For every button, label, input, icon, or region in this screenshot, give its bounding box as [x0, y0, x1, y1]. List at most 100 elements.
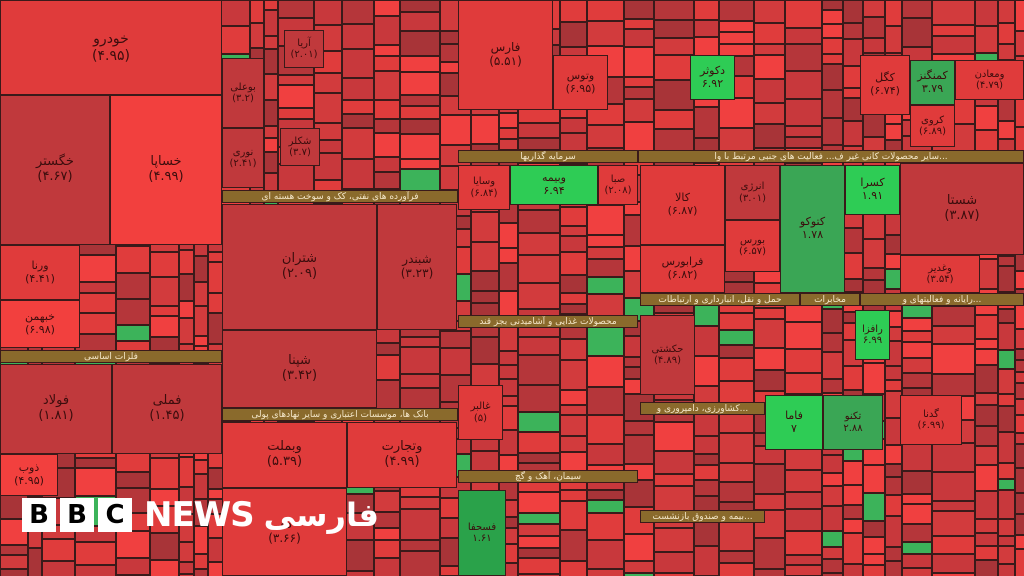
tile: [518, 524, 560, 536]
tile: [694, 546, 719, 576]
cell: فملی (۱.۴۵): [112, 364, 222, 454]
tile: [374, 100, 400, 119]
cell: صبا (۲.۰۸): [598, 165, 638, 205]
tile: [885, 464, 902, 477]
tile: [518, 492, 560, 513]
tile: [843, 505, 863, 519]
tile: [342, 114, 374, 128]
tile: [560, 490, 587, 501]
tile: [560, 252, 587, 275]
tile: [694, 356, 719, 386]
tile: [1015, 493, 1024, 514]
tile: [998, 536, 1015, 546]
tile: [843, 39, 863, 66]
tile: [863, 521, 885, 537]
tile: [624, 435, 654, 464]
tile: [471, 242, 499, 271]
tile: [975, 426, 998, 446]
tile: [264, 152, 278, 173]
tile: [587, 0, 624, 21]
tile: [374, 558, 400, 576]
cell-label: وسایا: [472, 176, 496, 187]
tile: [902, 373, 932, 388]
tile: [654, 528, 694, 552]
tile: [0, 545, 28, 555]
tile: [624, 480, 654, 507]
tile: [843, 0, 863, 23]
tile: [822, 573, 843, 576]
tile: [754, 0, 785, 23]
band-label: مخابرات: [800, 293, 860, 306]
cell-value: (۱.۴۵): [149, 408, 185, 423]
tile: [885, 124, 902, 140]
band-label: محصولات غذایی و آشامیدنی بجز قند: [458, 315, 638, 328]
tile: [560, 275, 587, 293]
tile: [885, 380, 902, 391]
tile: [560, 304, 587, 314]
cell-value: (۶.۸۲): [667, 268, 698, 281]
tile: [194, 526, 208, 554]
tile: [624, 573, 654, 576]
cell: کگل (۶.۷۴): [860, 55, 910, 115]
cell: آریا (۲.۰۱): [284, 30, 324, 68]
cell: شکلر (۳.۷): [280, 128, 320, 166]
tile: [822, 64, 843, 90]
cell-value: (۶.۸۹): [918, 126, 947, 137]
cell-label: وبیمه: [542, 171, 566, 185]
tile: [754, 308, 785, 319]
tile: [885, 516, 902, 547]
tile: [471, 291, 499, 303]
tile: [719, 330, 754, 345]
tile: [902, 494, 932, 504]
tile: [560, 293, 587, 304]
tile: [694, 326, 719, 356]
tile: [998, 256, 1015, 266]
tile: [998, 369, 1015, 394]
tile: [560, 339, 587, 360]
tile: [194, 569, 208, 576]
tile: [194, 460, 208, 474]
tile: [587, 325, 624, 356]
cell-value: (۳.۵۴): [926, 274, 954, 285]
cell-label: خودرو: [93, 31, 129, 48]
tile: [278, 164, 314, 195]
cell: گدنا (۶.۹۹): [900, 395, 962, 445]
tile: [116, 558, 150, 575]
cell: وتوس (۶.۹۵): [553, 55, 608, 110]
tile: [264, 138, 278, 152]
cell-label: فولاد: [42, 393, 70, 409]
tile: [179, 574, 194, 576]
tile: [342, 78, 374, 100]
cell-value: (۳.۲۳): [400, 266, 434, 280]
tile: [150, 506, 179, 533]
logo-persian: فارسی: [263, 496, 379, 534]
tile: [1015, 549, 1024, 576]
cell-label: کالا: [675, 191, 690, 205]
tile: [1015, 31, 1024, 56]
tile: [518, 123, 560, 138]
tile: [116, 472, 150, 488]
tile: [998, 0, 1015, 23]
tile: [518, 453, 560, 463]
tile: [400, 12, 440, 31]
tile: [998, 490, 1015, 519]
cell-label: دی: [277, 517, 292, 532]
tile: [518, 548, 560, 558]
tile: [1015, 415, 1024, 433]
tile: [822, 531, 843, 547]
tile: [1015, 444, 1024, 468]
cell-label: انرژی: [740, 181, 765, 192]
tile: [932, 472, 975, 501]
tile: [587, 569, 624, 576]
tile: [822, 455, 843, 473]
tile: [822, 352, 843, 379]
tile: [342, 0, 374, 24]
tile: [560, 501, 587, 530]
tile: [150, 533, 179, 560]
tile: [560, 207, 587, 226]
tile: [374, 45, 400, 56]
cell-value: (۶.۸۷): [667, 204, 698, 217]
tile: [719, 551, 754, 563]
tile: [374, 355, 400, 380]
cell: دی (۳.۶۶): [222, 488, 347, 576]
